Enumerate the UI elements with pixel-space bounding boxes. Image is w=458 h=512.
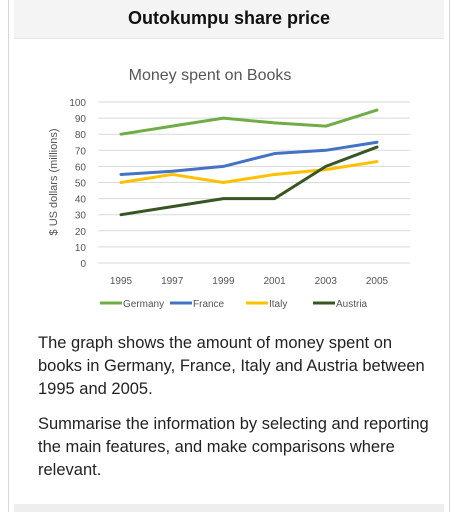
legend-label-france: France [193,299,225,310]
x-tick-labels: 1995 1997 1999 2001 2003 2005 [110,276,389,287]
y-tick-label: 70 [75,146,87,157]
card-frame [8,0,450,512]
description-paragraph-1: The graph shows the amount of money spen… [38,334,425,398]
y-tick-label: 0 [80,259,86,270]
y-tick-label: 90 [75,114,87,125]
legend-label-italy: Italy [269,299,287,310]
y-axis-label: $ US dollars (millions) [48,129,60,236]
x-tick-label: 1995 [110,276,133,287]
y-tick-label: 10 [75,243,87,254]
y-tick-labels: 0 10 20 30 40 50 60 70 80 90 100 [69,98,86,270]
chart-svg: Money spent on Books $ US dollars (milli… [48,67,410,310]
y-tick-label: 40 [75,195,87,206]
page-header: Outokumpu share price [14,0,444,39]
x-tick-label: 2005 [366,276,389,287]
task-description: The graph shows the amount of money spen… [38,332,430,494]
y-tick-label: 20 [75,227,87,238]
series-line-france [119,140,379,176]
y-tick-label: 50 [75,179,87,190]
description-paragraph-2: Summarise the information by selecting a… [38,415,429,479]
footer-bar [14,504,444,512]
chart-title: Money spent on Books [129,67,292,84]
series-lines [119,108,379,217]
x-tick-label: 2001 [263,276,286,287]
series-line-germany [119,108,379,136]
y-tick-label: 80 [75,130,87,141]
x-tick-label: 2003 [315,276,338,287]
series-line-italy [119,160,379,184]
line-chart: Money spent on Books $ US dollars (milli… [20,52,440,324]
y-tick-label: 60 [75,162,87,173]
x-tick-label: 1999 [212,276,235,287]
series-line-austria [119,145,379,217]
grid-lines [98,101,410,264]
y-tick-label: 30 [75,211,87,222]
page-title: Outokumpu share price [127,8,331,28]
y-tick-label: 100 [69,98,86,109]
x-tick-label: 1997 [161,276,184,287]
legend-label-germany: Germany [123,299,164,310]
legend-label-austria: Austria [336,299,368,310]
legend: Germany France Italy Austria [100,299,368,310]
